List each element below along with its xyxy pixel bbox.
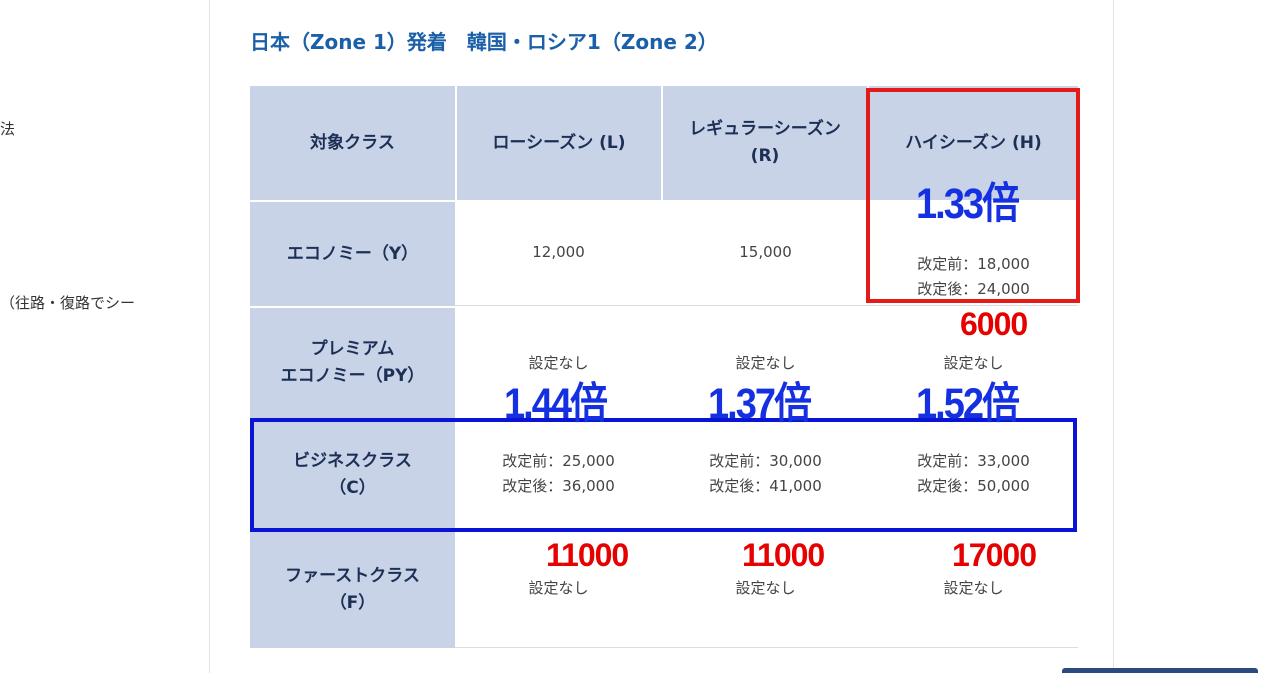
fare-value: 改定前：18,000 改定後：24,000	[917, 254, 1030, 298]
header-label: ローシーズン (L)	[492, 132, 626, 153]
fare-value: 設定なし	[528, 579, 589, 597]
fare-value: 改定前：33,000 改定後：50,000	[917, 452, 1030, 495]
header-label: レギュラーシーズン (R)	[689, 119, 841, 166]
header-low-season: ローシーズン (L)	[457, 86, 661, 200]
header-label: ハイシーズン (H)	[905, 132, 1042, 153]
class-premium-economy: プレミアム エコノミー（PY）	[250, 308, 455, 418]
sidebar-text-fragment: 法	[0, 120, 16, 138]
cell-economy-low: 12,000	[455, 200, 662, 306]
class-label: ファーストクラス （F）	[285, 566, 420, 613]
cell-premium-regular: 設定なし	[662, 306, 869, 418]
highlight-box-red	[866, 88, 1080, 303]
fare-value: 設定なし	[735, 354, 796, 372]
class-label: プレミアム エコノミー（PY）	[280, 339, 425, 386]
fare-value: 設定なし	[943, 579, 1004, 597]
header-regular-season: レギュラーシーズン (R)	[663, 86, 867, 200]
section-heading: 日本（Zone 1）発着 韓国・ロシア1（Zone 2）	[250, 30, 718, 54]
sidebar-text-fragment: （往路・復路でシー	[0, 294, 136, 312]
ratio-annotation: 1.33倍	[916, 181, 1020, 229]
highlight-box-blue	[250, 418, 1077, 532]
fare-value: 改定前：30,000 改定後：41,000	[709, 452, 822, 495]
cell-economy-high: 改定前：18,000 改定後：24,000	[869, 200, 1078, 306]
cell-premium-high: 設定なし	[869, 306, 1078, 418]
ratio-annotation: 1.52倍	[916, 381, 1020, 429]
fare-value: 15,000	[739, 243, 792, 261]
partial-button[interactable]	[1062, 668, 1258, 673]
diff-annotation: 11000	[546, 537, 629, 573]
fare-value: 改定前：25,000 改定後：36,000	[502, 452, 615, 495]
class-first: ファーストクラス （F）	[250, 532, 455, 648]
fare-value: 設定なし	[528, 354, 589, 372]
cell-premium-low: 設定なし	[455, 306, 662, 418]
cell-first-low: 設定なし	[455, 530, 662, 648]
diff-annotation: 17000	[952, 537, 1037, 573]
cell-business-regular: 改定前：30,000 改定後：41,000	[662, 418, 869, 530]
header-high-season: ハイシーズン (H)	[869, 86, 1078, 200]
fare-value: 設定なし	[943, 354, 1004, 372]
fare-value: 12,000	[532, 243, 585, 261]
cell-economy-regular: 15,000	[662, 200, 869, 306]
header-label: 対象クラス	[310, 132, 395, 153]
class-business: ビジネスクラス （C）	[250, 420, 455, 530]
content-divider-right	[1113, 0, 1114, 673]
class-label: エコノミー（Y）	[286, 243, 419, 264]
content-divider-left	[209, 0, 210, 673]
ratio-annotation: 1.37倍	[708, 381, 812, 429]
cell-business-high: 改定前：33,000 改定後：50,000	[869, 418, 1078, 530]
ratio-annotation: 1.44倍	[504, 381, 608, 429]
diff-annotation: 11000	[742, 537, 825, 573]
class-economy: エコノミー（Y）	[250, 202, 455, 306]
cell-business-low: 改定前：25,000 改定後：36,000	[455, 418, 662, 530]
cell-first-regular: 設定なし	[662, 530, 869, 648]
class-label: ビジネスクラス （C）	[293, 451, 412, 498]
diff-annotation: 6000	[960, 306, 1028, 342]
header-class: 対象クラス	[250, 86, 455, 200]
cell-first-high: 設定なし	[869, 530, 1078, 648]
fare-value: 設定なし	[735, 579, 796, 597]
